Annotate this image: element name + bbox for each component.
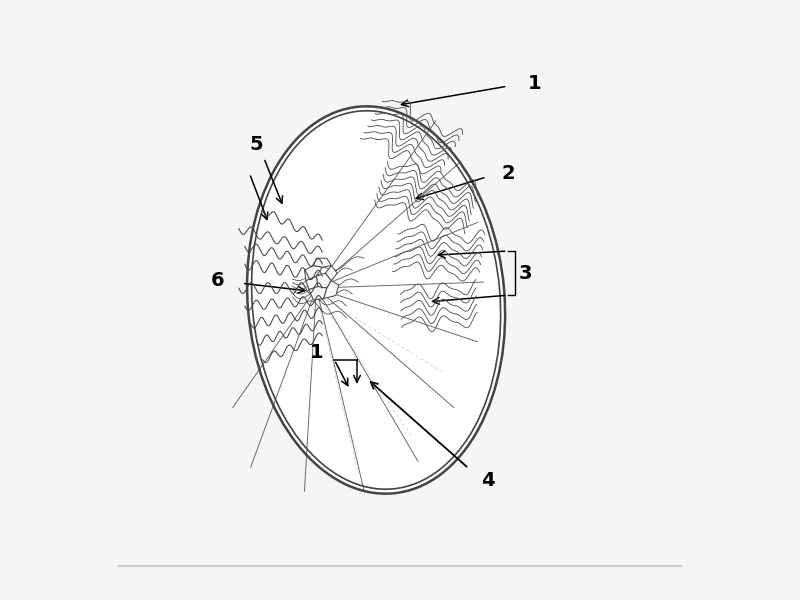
Polygon shape	[305, 266, 322, 281]
Polygon shape	[309, 287, 327, 300]
Text: 3: 3	[518, 263, 532, 283]
Polygon shape	[316, 273, 331, 288]
Polygon shape	[306, 276, 318, 290]
Text: 2: 2	[502, 164, 515, 183]
Text: 4: 4	[481, 472, 494, 490]
Text: 1: 1	[527, 74, 541, 94]
Ellipse shape	[247, 106, 505, 494]
Polygon shape	[314, 258, 331, 267]
Polygon shape	[324, 281, 338, 299]
Text: 5: 5	[250, 135, 263, 154]
Text: 1: 1	[310, 343, 323, 362]
Polygon shape	[326, 266, 338, 281]
Text: 6: 6	[211, 271, 225, 290]
